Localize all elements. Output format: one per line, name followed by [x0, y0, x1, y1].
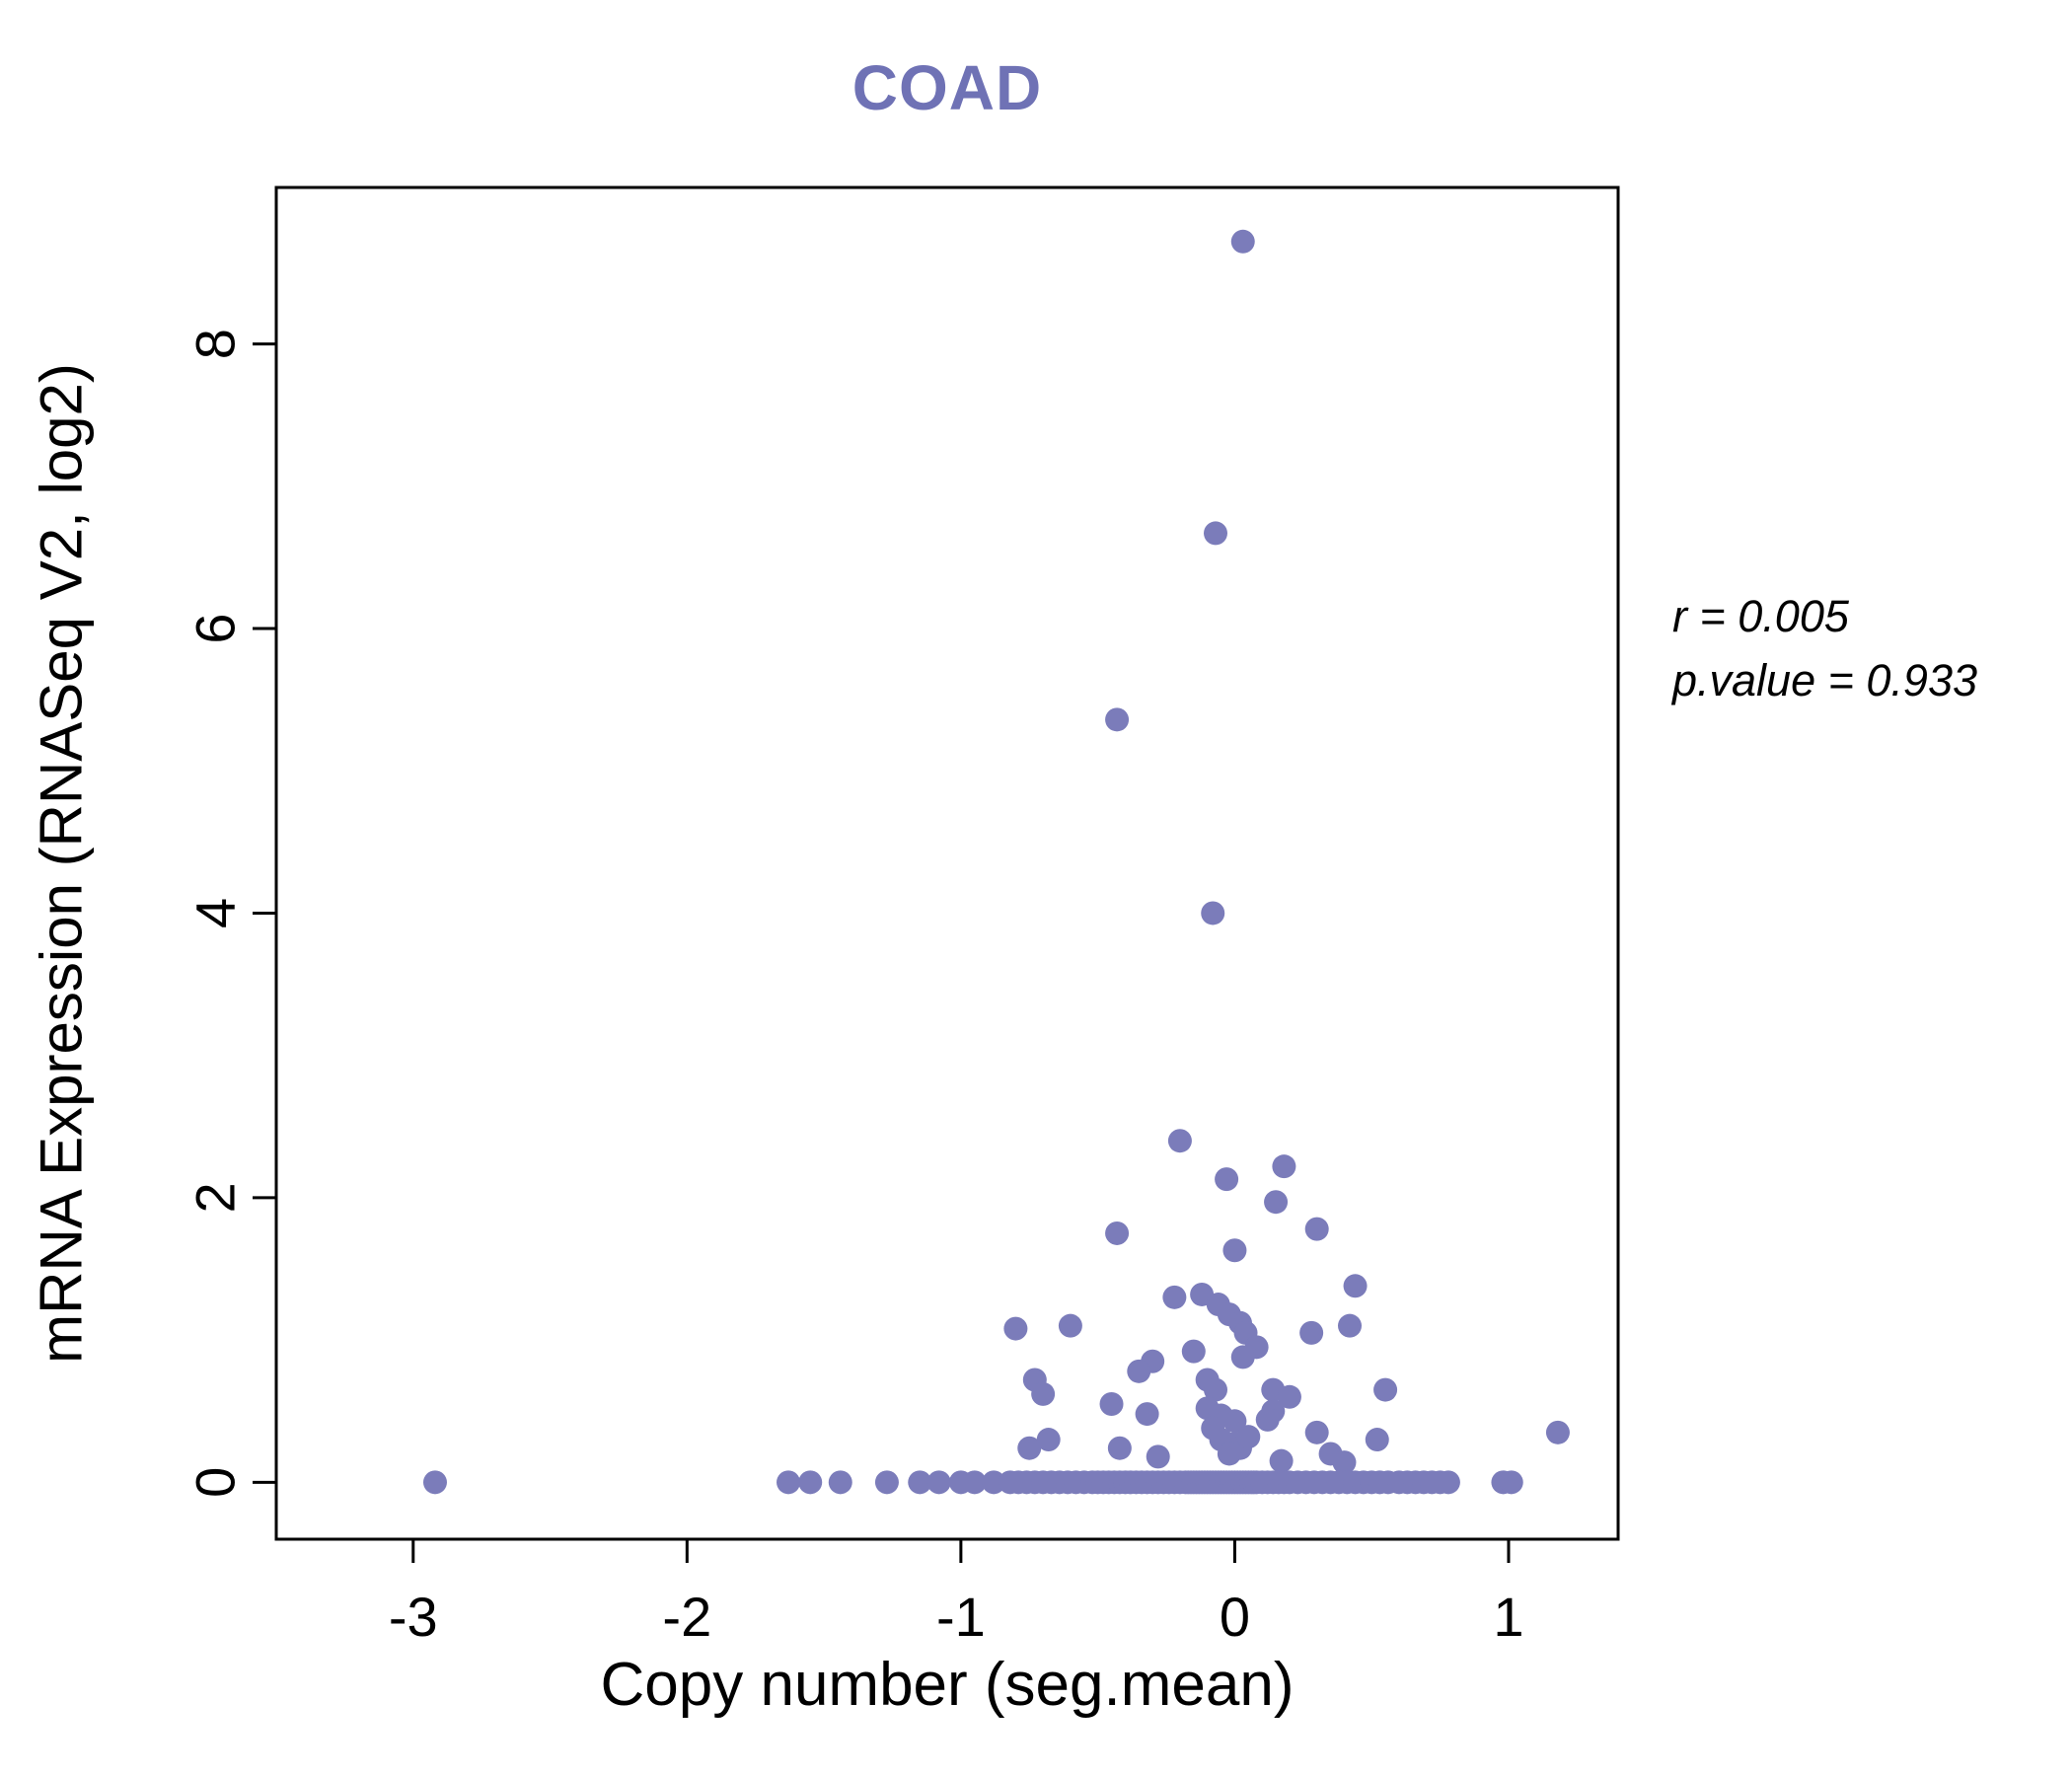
data-point — [1135, 1402, 1159, 1427]
data-point — [1003, 1316, 1028, 1341]
data-point — [1017, 1436, 1042, 1460]
data-point — [1338, 1313, 1362, 1338]
data-point — [1181, 1339, 1206, 1364]
y-tick-label: 4 — [185, 898, 247, 928]
data-point — [1036, 1428, 1061, 1452]
data-point — [1272, 1154, 1296, 1179]
data-point — [1058, 1313, 1082, 1338]
x-tick-label: 0 — [1220, 1586, 1250, 1648]
x-axis-label: Copy number (seg.mean) — [600, 1651, 1295, 1719]
data-point — [828, 1470, 852, 1495]
x-tick-label: 1 — [1493, 1586, 1523, 1648]
data-point — [1162, 1285, 1187, 1309]
correlation-pvalue-text: p.value = 0.933 — [1672, 655, 1978, 706]
data-point — [1031, 1381, 1056, 1406]
data-point — [1255, 1407, 1280, 1432]
x-tick-label: -1 — [936, 1586, 986, 1648]
data-point — [1545, 1420, 1570, 1444]
data-point — [1222, 1238, 1247, 1263]
data-point — [1365, 1428, 1389, 1452]
data-point — [874, 1470, 899, 1495]
data-point — [1436, 1470, 1460, 1495]
data-point — [982, 1470, 1006, 1495]
data-point — [1215, 1167, 1239, 1192]
data-point — [1332, 1450, 1357, 1475]
data-point — [1204, 1377, 1227, 1402]
x-tick-label: -3 — [389, 1586, 438, 1648]
data-point — [1373, 1377, 1398, 1402]
data-point — [777, 1470, 801, 1495]
data-point — [1105, 707, 1130, 732]
y-tick-label: 8 — [185, 329, 247, 359]
data-point — [1277, 1384, 1301, 1409]
y-axis-label: mRNA Expression (RNASeq V2, log2) — [28, 363, 95, 1364]
data-point — [1343, 1274, 1368, 1298]
data-point — [1264, 1190, 1289, 1215]
data-point — [422, 1470, 447, 1495]
y-tick-label: 2 — [185, 1182, 247, 1213]
correlation-annotation: r = 0.005 p.value = 0.933 — [1672, 584, 1977, 713]
y-tick-label: 0 — [185, 1467, 247, 1498]
data-point — [1222, 1409, 1247, 1434]
data-point — [1107, 1436, 1132, 1460]
data-point — [1105, 1221, 1130, 1245]
plot-border — [274, 185, 1620, 1541]
correlation-r-text: r = 0.005 — [1672, 591, 1849, 641]
data-point — [1146, 1444, 1170, 1469]
data-point — [926, 1470, 951, 1495]
data-point — [908, 1470, 932, 1495]
data-point — [1167, 1129, 1192, 1153]
data-point — [1204, 521, 1227, 546]
page-title: COAD — [851, 52, 1043, 123]
data-point — [1201, 901, 1225, 925]
data-point — [1127, 1359, 1151, 1383]
data-point — [1217, 1442, 1241, 1466]
data-point — [1269, 1448, 1294, 1473]
data-point — [1299, 1320, 1324, 1345]
data-point — [1304, 1217, 1329, 1241]
x-tick-label: -2 — [662, 1586, 711, 1648]
data-point — [1230, 1345, 1255, 1369]
data-point — [1499, 1470, 1523, 1495]
data-point — [1304, 1420, 1329, 1444]
data-point — [1236, 1425, 1261, 1449]
data-point — [1230, 229, 1255, 254]
data-point — [1099, 1392, 1124, 1416]
data-point — [798, 1470, 823, 1495]
data-point — [962, 1470, 987, 1495]
y-tick-label: 6 — [185, 613, 247, 643]
